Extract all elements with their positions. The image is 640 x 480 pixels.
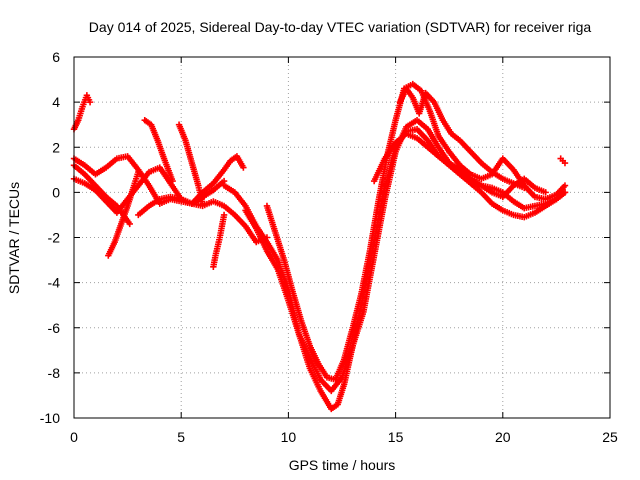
y-tick-label: -10: [40, 410, 60, 426]
data-marks: [70, 80, 569, 413]
data-point: [86, 98, 94, 106]
chart-title: Day 014 of 2025, Sidereal Day-to-day VTE…: [89, 19, 592, 35]
x-tick-label: 25: [602, 429, 618, 445]
series-track-11: [242, 116, 569, 395]
series-track-15: [557, 155, 569, 167]
data-point: [542, 189, 549, 196]
x-tick-label: 15: [388, 429, 404, 445]
x-tick-label: 5: [177, 429, 185, 445]
series-track-6: [141, 116, 176, 185]
x-axis-label: GPS time / hours: [289, 457, 396, 473]
y-axis-label: SDTVAR / TECUs: [6, 182, 22, 294]
y-tick-label: 2: [52, 139, 60, 155]
x-tick-label: 10: [281, 429, 297, 445]
x-tick-labels: 0 5 10 15 20 25: [70, 429, 618, 445]
series-track-8: [135, 193, 271, 246]
data-point: [240, 164, 247, 171]
data-point: [220, 211, 228, 219]
y-tick-label: -6: [48, 320, 61, 336]
data-point: [169, 177, 176, 185]
y-tick-label: -4: [48, 275, 61, 291]
data-point: [126, 220, 133, 228]
data-point: [561, 182, 569, 189]
series-track-13: [396, 85, 528, 192]
y-tick-labels: -10 -8 -6 -4 -2 0 2 4 6: [40, 49, 60, 426]
y-tick-label: 4: [52, 94, 60, 110]
data-point: [561, 159, 569, 167]
x-tick-label: 0: [70, 429, 78, 445]
data-point: [521, 184, 528, 192]
series-track-12: [263, 80, 569, 383]
series-track-9: [210, 211, 228, 271]
x-tick-label: 20: [495, 429, 511, 445]
series-track-5: [105, 168, 142, 259]
y-tick-label: -8: [48, 365, 61, 381]
series-track-7: [175, 121, 206, 207]
series-track-14: [370, 130, 549, 201]
ticks: [73, 56, 611, 419]
data-point: [135, 168, 142, 176]
y-tick-label: 0: [52, 184, 60, 200]
y-tick-label: 6: [52, 49, 60, 65]
data-point: [561, 189, 569, 196]
y-tick-label: -2: [48, 230, 61, 246]
